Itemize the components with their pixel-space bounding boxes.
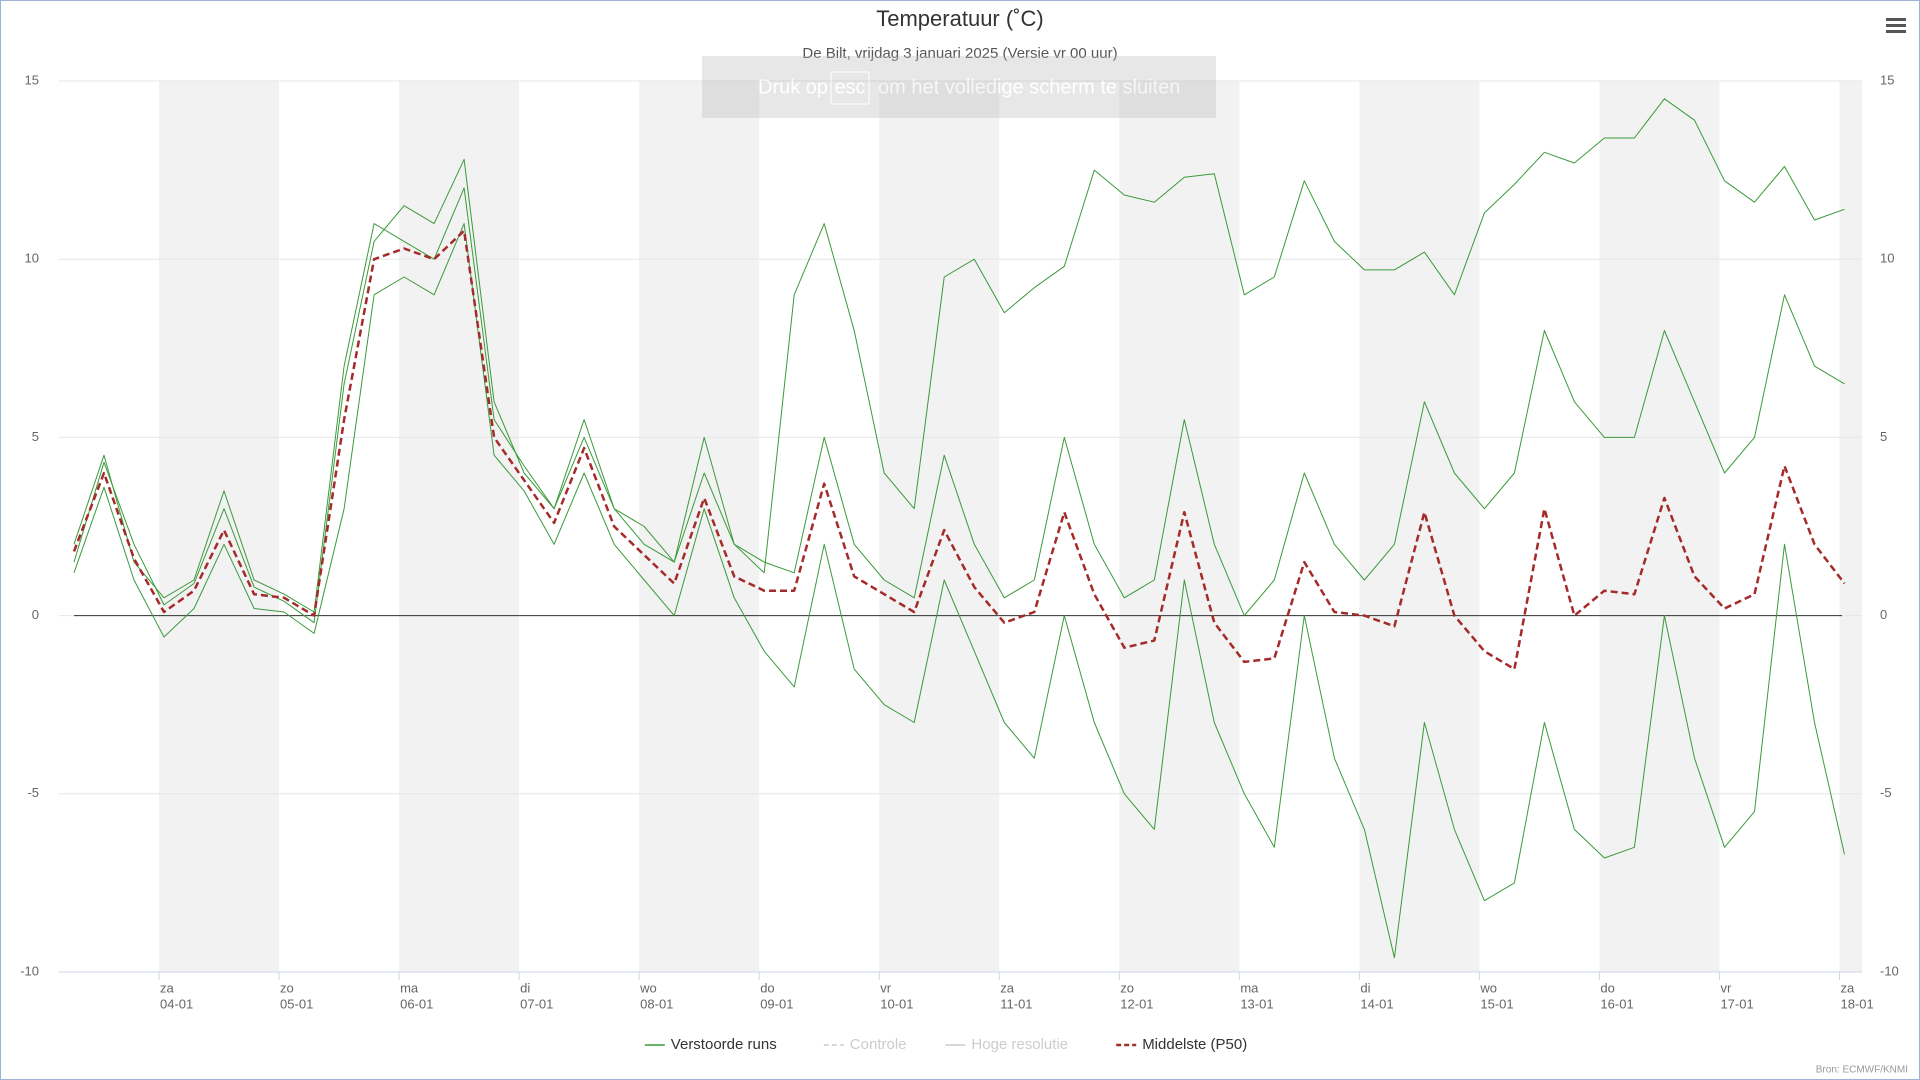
x-tick-label: 11-01 [1000,996,1032,1011]
overlay-text: Druk op [758,76,828,98]
legend-label: Controle [850,1036,907,1053]
x-tick-label: 15-01 [1480,996,1513,1011]
x-tick-label: 07-01 [520,996,553,1011]
x-tick-day: wo [1479,980,1497,995]
legend-label: Hoge resolutie [971,1036,1068,1053]
y-tick-label: -5 [27,785,39,800]
x-tick-day: za [1000,980,1015,995]
x-tick-day: za [1840,980,1855,995]
menu-bar [1886,18,1906,21]
day-band [879,81,1000,972]
y2-tick-label: -10 [1880,963,1899,978]
x-tick-label: 12-01 [1120,996,1153,1011]
y-tick-label: 10 [25,251,39,266]
chart-subtitle: De Bilt, vrijdag 3 januari 2025 (Versie … [802,45,1117,62]
y-tick-label: 0 [32,607,39,622]
y-tick-label: -10 [20,963,39,978]
day-band [1119,81,1240,972]
y-tick-label: 15 [25,72,39,87]
credits: Bron: ECMWF/KNMI [1816,1065,1908,1076]
y2-tick-label: 5 [1880,429,1887,444]
chart-title: Temperatuur (˚C) [876,6,1043,31]
legend-item[interactable]: Verstoorde runs [644,1036,777,1053]
x-tick-day: di [520,980,530,995]
y2-tick-label: 15 [1880,72,1894,87]
y2-tick-label: 0 [1880,607,1887,622]
median-line [72,229,1846,671]
day-band [1839,81,1862,972]
x-tick-day: zo [1120,980,1134,995]
x-tick-day: wo [639,980,657,995]
x-tick-day: vr [1720,980,1732,995]
x-tick-label: 16-01 [1600,996,1633,1011]
ensemble-line [73,223,1845,959]
y2-tick-label: -5 [1880,785,1892,800]
x-tick-day: do [760,980,774,995]
x-tick-day: za [160,980,175,995]
x-tick-day: vr [880,980,892,995]
x-tick-label: 18-01 [1840,996,1873,1011]
day-band [399,81,520,972]
legend-item[interactable]: Middelste (P50) [1116,1036,1247,1053]
overlay-box [702,56,1216,118]
legend: Verstoorde runs Controle Hoge resolutie Mid… [644,1036,1247,1053]
legend-label: Verstoorde runs [671,1036,777,1053]
x-tick-day: ma [1240,980,1259,995]
x-tick-day: zo [280,980,294,995]
x-tick-label: 14-01 [1360,996,1393,1011]
x-tick-label: 09-01 [760,996,793,1011]
legend-label: Middelste (P50) [1142,1036,1247,1053]
day-band [159,81,280,972]
menu-bar [1886,30,1906,33]
y-tick-label: 5 [32,429,39,444]
ensemble-line [73,187,1845,617]
y2-tick-label: 10 [1880,251,1894,266]
menu-button[interactable] [1882,12,1910,38]
legend-item[interactable]: Controle [823,1036,907,1053]
x-tick-label: 08-01 [640,996,673,1011]
plot-bands [159,81,1862,972]
legend-item[interactable]: Hoge resolutie [945,1036,1068,1053]
menu-bar [1886,24,1906,27]
x-tick-label: 17-01 [1720,996,1753,1011]
x-tick-label: 10-01 [880,996,913,1011]
x-tick-day: do [1600,980,1614,995]
x-tick-label: 04-01 [160,996,193,1011]
overlay-text: om het volledige scherm te sluiten [878,76,1180,98]
x-tick-label: 05-01 [280,996,313,1011]
x-tick-day: di [1360,980,1370,995]
overlay-key-box [830,71,870,105]
day-band [1599,81,1720,972]
overlay-key: esc [834,76,865,98]
x-tick-label: 06-01 [400,996,433,1011]
fullscreen-overlay: Druk op esc om het volledige scherm te s… [702,56,1216,118]
x-tick-label: 13-01 [1240,996,1273,1011]
series-lines [72,98,1846,959]
ensemble-line [73,98,1845,624]
x-tick-day: ma [400,980,419,995]
